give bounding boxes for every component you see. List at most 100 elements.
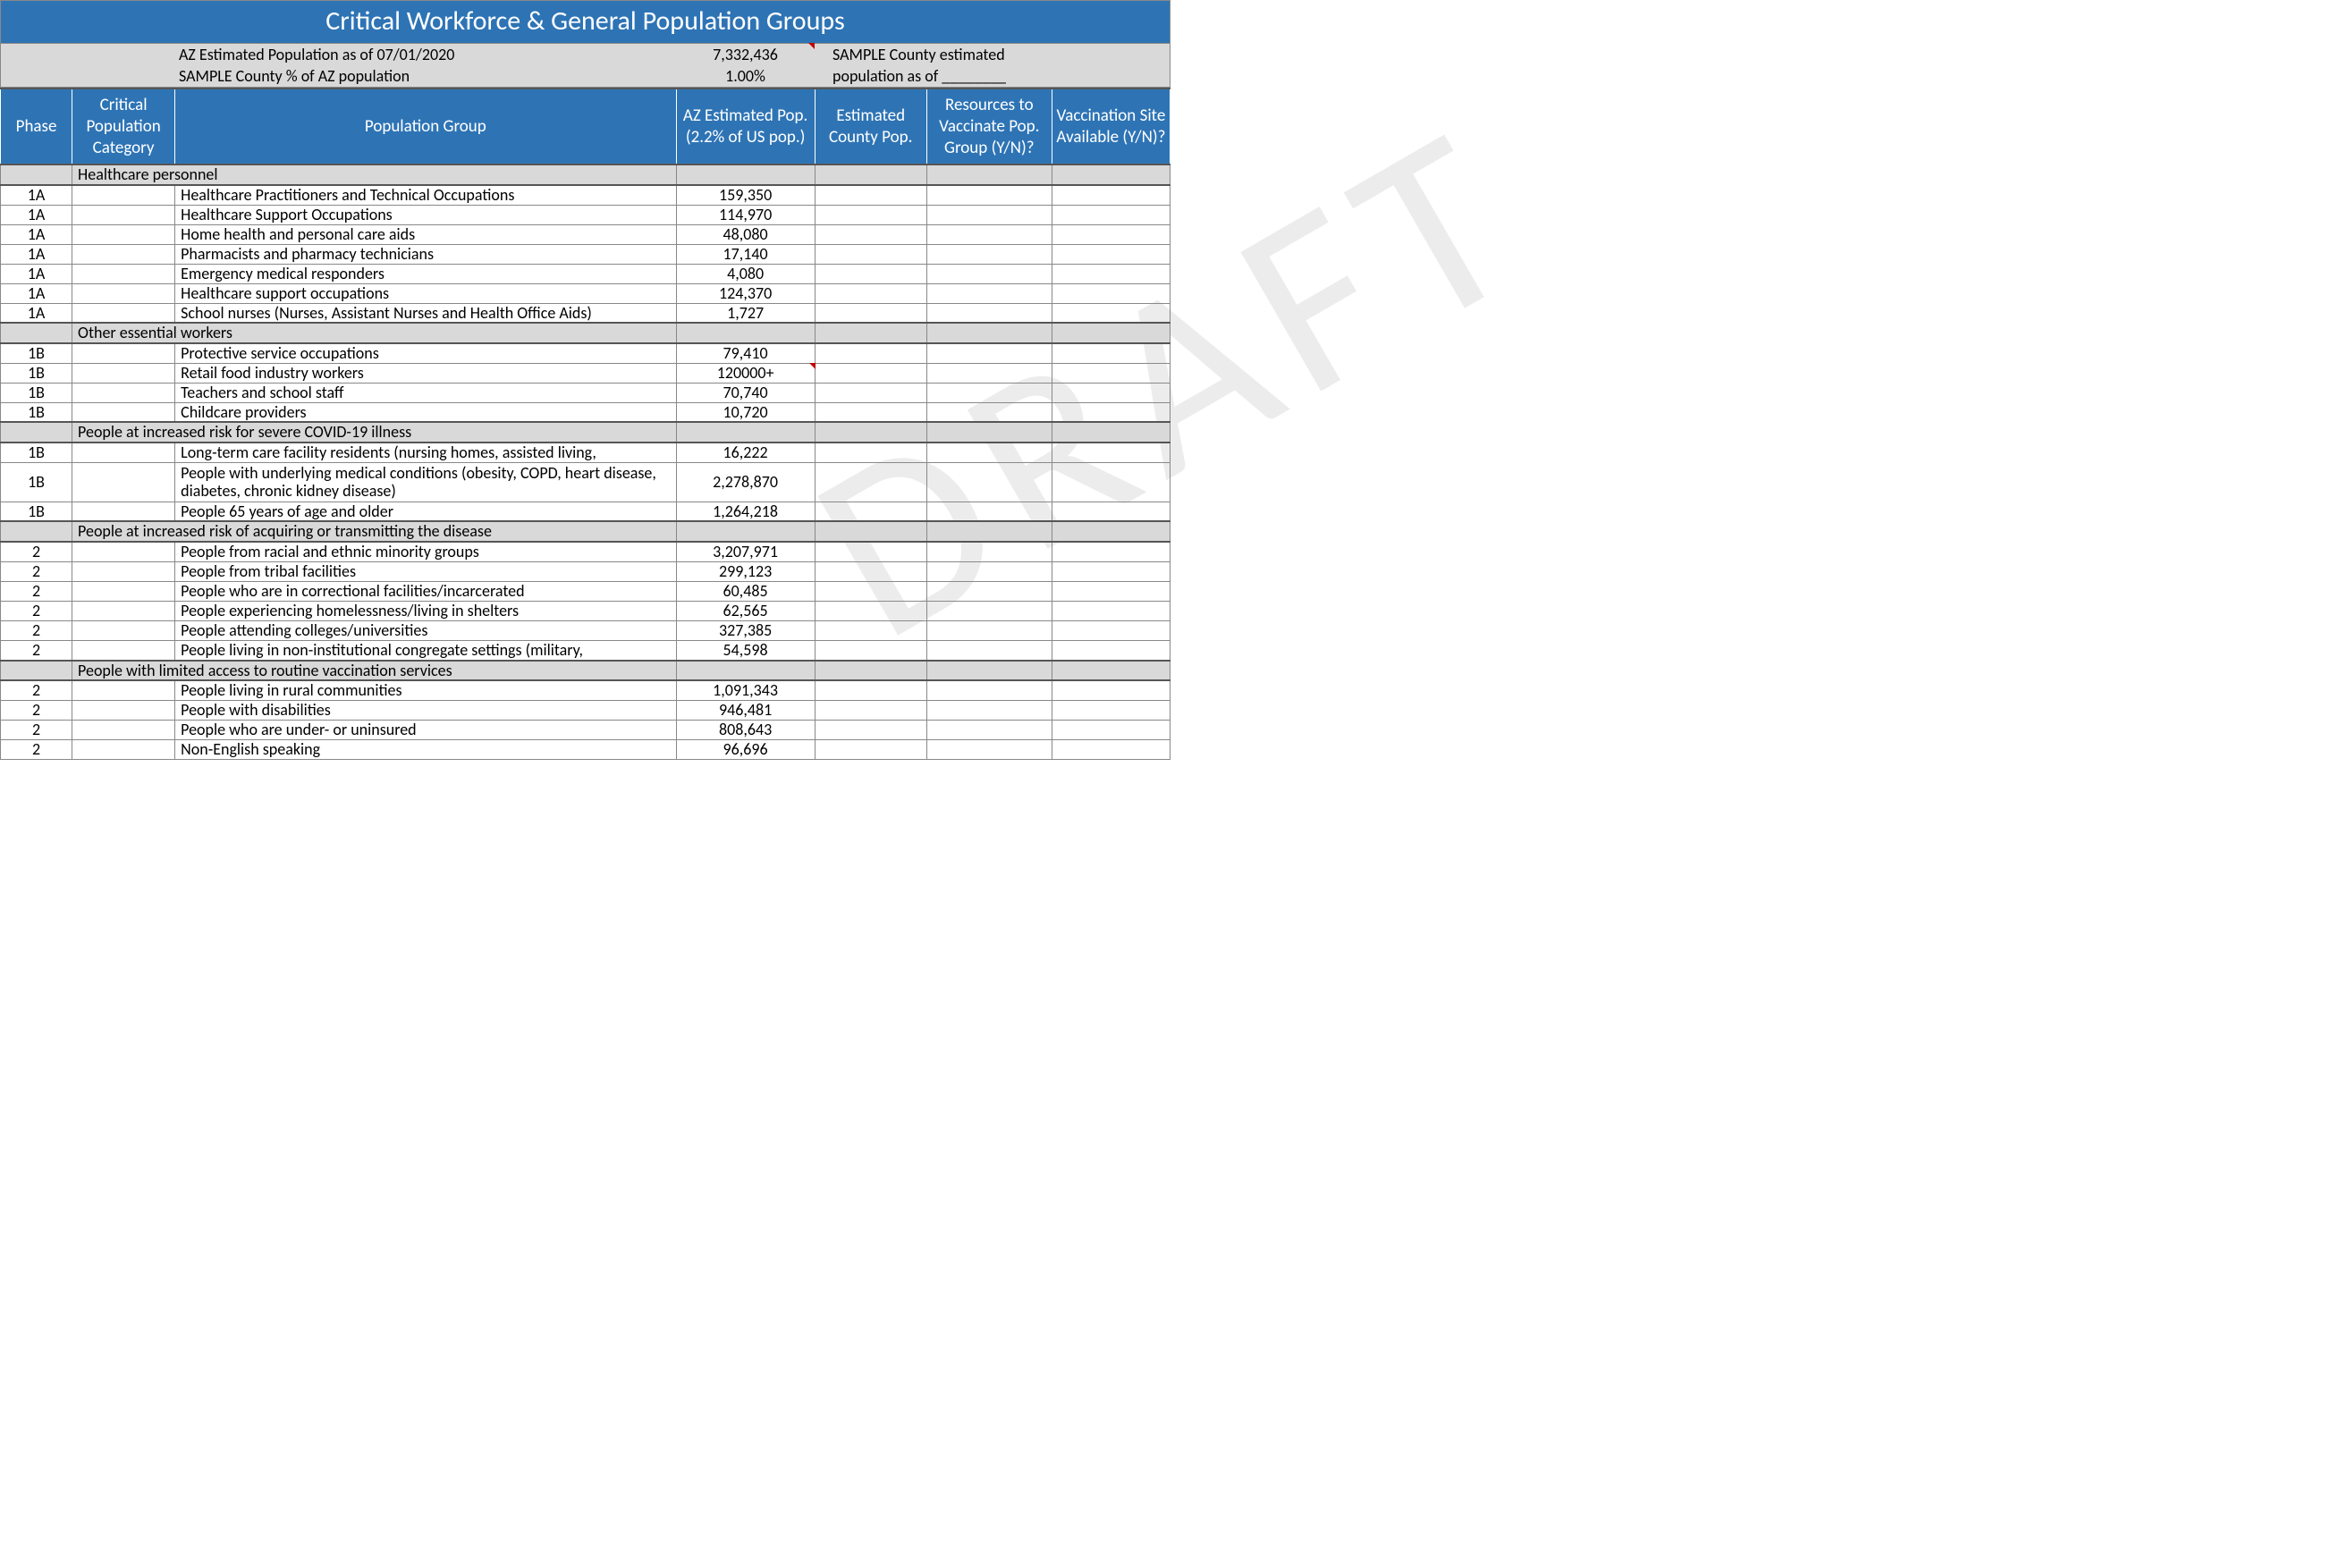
cell-population-group[interactable]: Childcare providers — [175, 402, 676, 422]
cell-site[interactable] — [1052, 244, 1170, 264]
cell-county-pop[interactable] — [815, 185, 926, 205]
cell-category[interactable] — [72, 542, 175, 561]
cell-az-estimated-pop[interactable]: 327,385 — [676, 620, 815, 640]
cell-az-estimated-pop[interactable]: 1,091,343 — [676, 680, 815, 700]
cell-county-pop[interactable] — [815, 542, 926, 561]
cell-resources[interactable] — [926, 581, 1052, 601]
cell-category[interactable] — [72, 561, 175, 581]
cell-resources[interactable] — [926, 542, 1052, 561]
cell-county-pop[interactable] — [815, 581, 926, 601]
cell-site[interactable] — [1052, 739, 1170, 759]
cell-resources[interactable] — [926, 383, 1052, 402]
cell-population-group[interactable]: Healthcare Practitioners and Technical O… — [175, 185, 676, 205]
cell-phase[interactable]: 2 — [1, 561, 72, 581]
cell-site[interactable] — [1052, 185, 1170, 205]
cell-resources[interactable] — [926, 205, 1052, 224]
cell-az-estimated-pop[interactable]: 62,565 — [676, 601, 815, 620]
cell-category[interactable] — [72, 224, 175, 244]
cell-population-group[interactable]: People from tribal facilities — [175, 561, 676, 581]
cell-county-pop[interactable] — [815, 680, 926, 700]
cell-phase[interactable]: 1A — [1, 205, 72, 224]
cell-county-pop[interactable] — [815, 283, 926, 303]
cell-category[interactable] — [72, 283, 175, 303]
cell-county-pop[interactable] — [815, 640, 926, 660]
cell-category[interactable] — [72, 264, 175, 283]
cell-population-group[interactable]: Non-English speaking — [175, 739, 676, 759]
cell-population-group[interactable]: People with underlying medical condition… — [175, 462, 676, 502]
cell-population-group[interactable]: Teachers and school staff — [175, 383, 676, 402]
cell-county-pop[interactable] — [815, 264, 926, 283]
cell-resources[interactable] — [926, 363, 1052, 383]
cell-site[interactable] — [1052, 462, 1170, 502]
cell-category[interactable] — [72, 205, 175, 224]
cell-county-pop[interactable] — [815, 700, 926, 720]
cell-phase[interactable]: 1B — [1, 383, 72, 402]
cell-county-pop[interactable] — [815, 402, 926, 422]
cell-category[interactable] — [72, 680, 175, 700]
cell-category[interactable] — [72, 462, 175, 502]
cell-population-group[interactable]: Protective service occupations — [175, 343, 676, 363]
cell-county-pop[interactable] — [815, 462, 926, 502]
cell-category[interactable] — [72, 601, 175, 620]
cell-category[interactable] — [72, 383, 175, 402]
cell-site[interactable] — [1052, 620, 1170, 640]
cell-resources[interactable] — [926, 739, 1052, 759]
cell-county-pop[interactable] — [815, 244, 926, 264]
cell-resources[interactable] — [926, 244, 1052, 264]
cell-az-estimated-pop[interactable]: 159,350 — [676, 185, 815, 205]
cell-resources[interactable] — [926, 402, 1052, 422]
cell-site[interactable] — [1052, 680, 1170, 700]
cell-site[interactable] — [1052, 720, 1170, 739]
cell-population-group[interactable]: Home health and personal care aids — [175, 224, 676, 244]
cell-county-pop[interactable] — [815, 443, 926, 462]
cell-population-group[interactable]: People living in rural communities — [175, 680, 676, 700]
cell-phase[interactable]: 2 — [1, 640, 72, 660]
cell-county-pop[interactable] — [815, 383, 926, 402]
cell-site[interactable] — [1052, 561, 1170, 581]
cell-az-estimated-pop[interactable]: 124,370 — [676, 283, 815, 303]
cell-az-estimated-pop[interactable]: 60,485 — [676, 581, 815, 601]
cell-population-group[interactable]: People attending colleges/universities — [175, 620, 676, 640]
cell-county-pop[interactable] — [815, 720, 926, 739]
cell-phase[interactable]: 2 — [1, 700, 72, 720]
cell-category[interactable] — [72, 581, 175, 601]
cell-population-group[interactable]: Healthcare support occupations — [175, 283, 676, 303]
cell-az-estimated-pop[interactable]: 48,080 — [676, 224, 815, 244]
cell-population-group[interactable]: School nurses (Nurses, Assistant Nurses … — [175, 303, 676, 323]
cell-category[interactable] — [72, 402, 175, 422]
cell-phase[interactable]: 2 — [1, 720, 72, 739]
cell-site[interactable] — [1052, 700, 1170, 720]
cell-site[interactable] — [1052, 640, 1170, 660]
cell-population-group[interactable]: Healthcare Support Occupations — [175, 205, 676, 224]
cell-site[interactable] — [1052, 383, 1170, 402]
cell-population-group[interactable]: People who are in correctional facilitie… — [175, 581, 676, 601]
cell-az-estimated-pop[interactable]: 4,080 — [676, 264, 815, 283]
cell-population-group[interactable]: People living in non-institutional congr… — [175, 640, 676, 660]
cell-phase[interactable]: 1B — [1, 343, 72, 363]
cell-phase[interactable]: 1A — [1, 283, 72, 303]
cell-phase[interactable]: 1A — [1, 244, 72, 264]
cell-az-estimated-pop[interactable]: 79,410 — [676, 343, 815, 363]
cell-category[interactable] — [72, 720, 175, 739]
cell-phase[interactable]: 1B — [1, 402, 72, 422]
cell-phase[interactable]: 2 — [1, 620, 72, 640]
cell-resources[interactable] — [926, 640, 1052, 660]
cell-site[interactable] — [1052, 443, 1170, 462]
cell-phase[interactable]: 1A — [1, 224, 72, 244]
cell-resources[interactable] — [926, 185, 1052, 205]
cell-site[interactable] — [1052, 502, 1170, 521]
cell-phase[interactable]: 1A — [1, 264, 72, 283]
cell-site[interactable] — [1052, 205, 1170, 224]
cell-resources[interactable] — [926, 283, 1052, 303]
cell-category[interactable] — [72, 739, 175, 759]
cell-category[interactable] — [72, 303, 175, 323]
cell-county-pop[interactable] — [815, 363, 926, 383]
cell-phase[interactable]: 1B — [1, 363, 72, 383]
cell-county-pop[interactable] — [815, 224, 926, 244]
cell-site[interactable] — [1052, 343, 1170, 363]
cell-az-estimated-pop[interactable]: 2,278,870 — [676, 462, 815, 502]
cell-az-estimated-pop[interactable]: 299,123 — [676, 561, 815, 581]
cell-az-estimated-pop[interactable]: 808,643 — [676, 720, 815, 739]
cell-category[interactable] — [72, 185, 175, 205]
cell-phase[interactable]: 1A — [1, 185, 72, 205]
